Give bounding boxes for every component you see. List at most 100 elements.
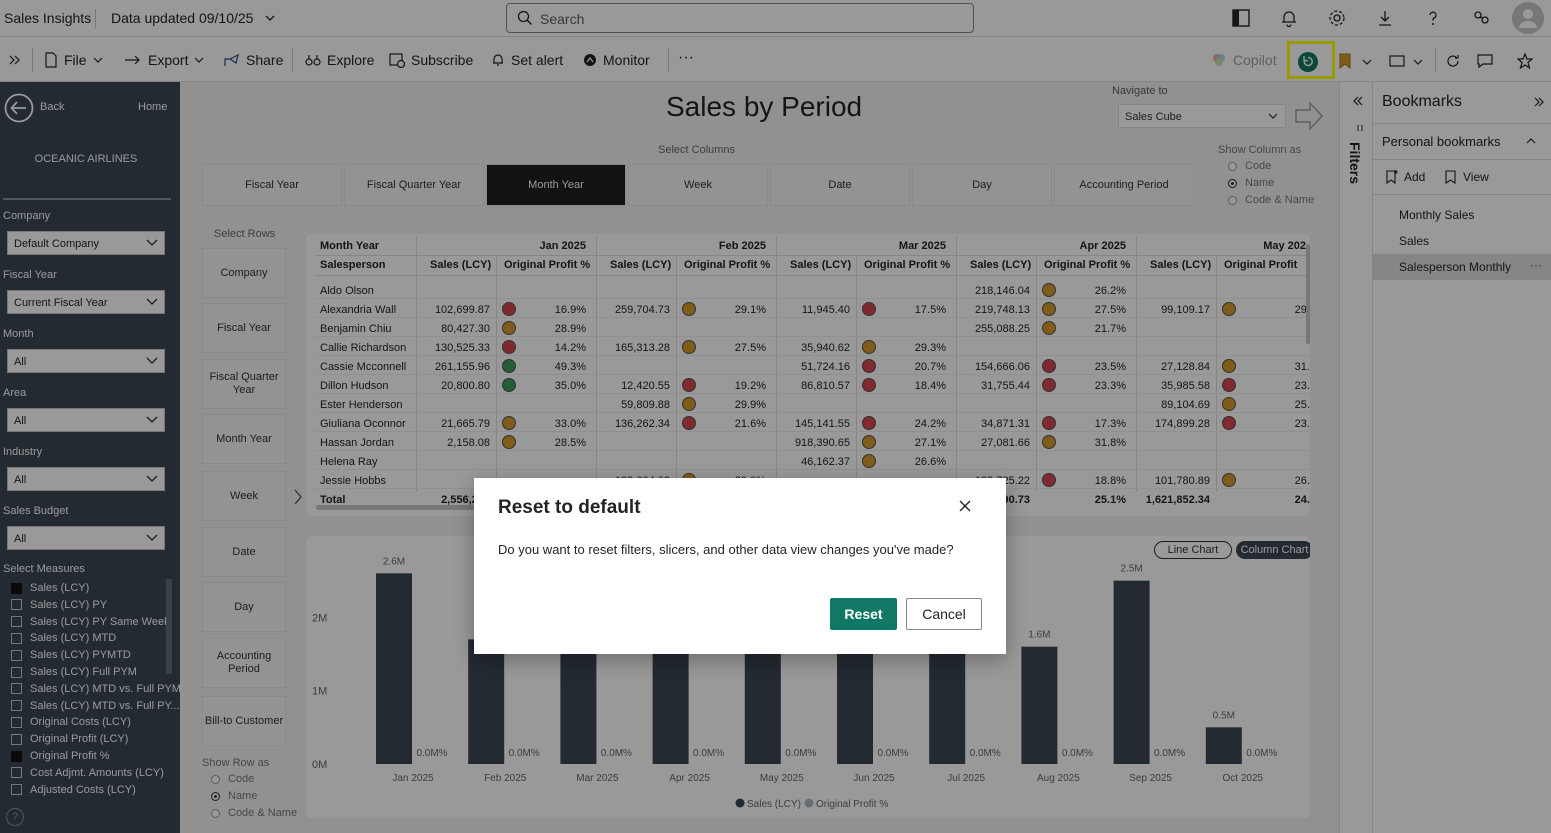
chevron-down-icon[interactable] <box>1362 58 1372 66</box>
checkbox[interactable] <box>11 750 22 762</box>
bookmark-more-button[interactable]: ··· <box>1530 258 1542 272</box>
month-header[interactable]: Feb 2025 <box>718 240 766 252</box>
row-selector-button[interactable]: Accounting Period <box>202 638 286 688</box>
row-selector-button[interactable]: Week <box>202 471 286 521</box>
navigate-arrow-icon[interactable] <box>1294 100 1324 132</box>
bookmark-item[interactable]: Monthly Sales <box>1373 202 1551 228</box>
salesperson-name[interactable]: Aldo Olson <box>320 285 374 297</box>
comment-icon[interactable] <box>1477 53 1493 69</box>
measure-checkbox[interactable]: Original Profit (LCY) <box>11 733 128 745</box>
checkbox[interactable] <box>11 784 22 796</box>
sales-bar[interactable] <box>652 654 689 764</box>
add-bookmark-button[interactable]: Add <box>1386 170 1425 184</box>
sales-bar[interactable] <box>1113 580 1150 764</box>
file-menu[interactable]: File <box>44 52 103 68</box>
radio-button[interactable] <box>211 791 220 801</box>
legend-profit-label[interactable]: Original Profit % <box>816 799 888 810</box>
monitor-button[interactable]: Monitor <box>583 52 650 68</box>
radio-button[interactable] <box>211 808 220 818</box>
sales-bar[interactable] <box>929 646 966 764</box>
avatar[interactable] <box>1512 2 1544 34</box>
checkbox[interactable] <box>11 599 22 611</box>
download-icon[interactable] <box>1375 8 1395 28</box>
measure-checkbox[interactable]: Cost Adjmt. Amounts (LCY) <box>11 767 164 779</box>
checkbox[interactable] <box>11 716 22 728</box>
slicer-dropdown[interactable]: All <box>7 408 165 432</box>
sales-column-header[interactable]: Sales (LCY) <box>790 259 852 271</box>
measure-checkbox[interactable]: Original Profit % <box>11 750 109 762</box>
profit-column-header[interactable]: Original Profit % <box>864 259 951 271</box>
column-selector-button[interactable]: Month Year <box>486 164 626 206</box>
checkbox[interactable] <box>11 616 22 628</box>
salesperson-name[interactable]: Benjamin Chiu <box>320 323 392 335</box>
row-selector-button[interactable]: Fiscal Year <box>202 303 286 353</box>
salesperson-name[interactable]: Hassan Jordan <box>320 437 394 449</box>
bookmark-icon[interactable] <box>1339 53 1351 69</box>
close-icon[interactable] <box>958 499 972 513</box>
pane-toggle-icon[interactable] <box>1231 8 1251 28</box>
salesperson-name[interactable]: Callie Richardson <box>320 342 407 354</box>
help-icon[interactable] <box>1423 8 1443 28</box>
collapse-pane-icon[interactable] <box>1534 97 1544 107</box>
gear-icon[interactable] <box>1327 8 1347 28</box>
view-icon[interactable] <box>1389 55 1405 67</box>
show-row-radio[interactable]: Name <box>211 790 257 802</box>
export-menu[interactable]: Export <box>124 52 204 68</box>
legend-sales-label[interactable]: Sales (LCY) <box>747 799 801 810</box>
measure-checkbox[interactable]: Sales (LCY) MTD <box>11 632 116 644</box>
profit-column-header[interactable]: Original Profit % <box>1044 259 1131 271</box>
measure-checkbox[interactable]: Sales (LCY) MTD vs. Full PYM <box>11 683 181 695</box>
bookmark-item[interactable]: Sales <box>1373 228 1551 254</box>
navigate-to-dropdown[interactable]: Sales Cube <box>1118 104 1286 128</box>
bell-icon[interactable] <box>1279 8 1299 28</box>
row-selector-button[interactable]: Day <box>202 582 286 632</box>
back-button[interactable]: Back <box>40 101 65 113</box>
search-input[interactable]: Search <box>506 3 974 33</box>
checkbox[interactable] <box>11 582 22 594</box>
checkbox[interactable] <box>11 767 22 779</box>
column-selector-button[interactable]: Day <box>912 164 1052 206</box>
chevron-right-icon[interactable] <box>293 488 303 506</box>
row-selector-button[interactable]: Fiscal Quarter Year <box>202 359 286 409</box>
chevron-down-icon[interactable] <box>264 13 276 23</box>
profit-column-header[interactable]: Original Profit <box>1224 259 1298 271</box>
salesperson-name[interactable]: Jessie Hobbs <box>320 475 387 487</box>
measure-checkbox[interactable]: Sales (LCY) MTD vs. Full PY... <box>11 700 180 712</box>
slicer-dropdown[interactable]: All <box>7 349 165 373</box>
copilot-button[interactable]: Copilot <box>1211 52 1277 68</box>
month-header[interactable]: Mar 2025 <box>898 240 946 252</box>
checkbox[interactable] <box>11 632 22 644</box>
salesperson-name[interactable]: Dillon Hudson <box>320 380 389 392</box>
month-header[interactable]: May 202 <box>1263 240 1306 252</box>
month-header[interactable]: Jan 2025 <box>539 240 586 252</box>
measure-checkbox[interactable]: Sales (LCY) PY Same Week <box>11 616 170 628</box>
help-button[interactable]: ? <box>6 808 24 826</box>
salesperson-name[interactable]: Giuliana Oconnor <box>320 418 406 430</box>
set-alert-button[interactable]: Set alert <box>491 52 563 68</box>
view-bookmarks-button[interactable]: View <box>1445 170 1489 184</box>
checkbox[interactable] <box>11 649 22 661</box>
profit-column-header[interactable]: Original Profit % <box>504 259 591 271</box>
slicer-dropdown[interactable]: Default Company <box>7 231 165 255</box>
column-selector-button[interactable]: Fiscal Year <box>202 164 342 206</box>
app-title[interactable]: Sales Insights <box>4 10 92 26</box>
favorite-star-icon[interactable] <box>1517 53 1533 69</box>
column-selector-button[interactable]: Accounting Period <box>1054 164 1194 206</box>
radio-button[interactable] <box>211 774 220 784</box>
share-people-icon[interactable] <box>1471 8 1491 28</box>
sales-bar[interactable] <box>1205 727 1242 764</box>
data-updated-dropdown[interactable]: Data updated 09/10/25 <box>111 10 254 26</box>
explore-button[interactable]: Explore <box>305 52 374 68</box>
filters-pane-collapsed[interactable]: Filters <box>1339 82 1372 833</box>
measure-checkbox[interactable]: Original Costs (LCY) <box>11 716 131 728</box>
checkbox[interactable] <box>11 733 22 745</box>
sales-bar[interactable] <box>468 639 505 764</box>
sales-column-header[interactable]: Sales (LCY) <box>610 259 672 271</box>
cancel-button[interactable]: Cancel <box>906 598 982 630</box>
row-selector-button[interactable]: Date <box>202 527 286 577</box>
row-selector-button[interactable]: Month Year <box>202 414 286 464</box>
radio-button[interactable] <box>1228 161 1237 171</box>
salesperson-name[interactable]: Ester Henderson <box>320 399 403 411</box>
show-row-radio[interactable]: Code & Name <box>211 807 297 819</box>
show-column-radio[interactable]: Code & Name <box>1228 194 1314 206</box>
